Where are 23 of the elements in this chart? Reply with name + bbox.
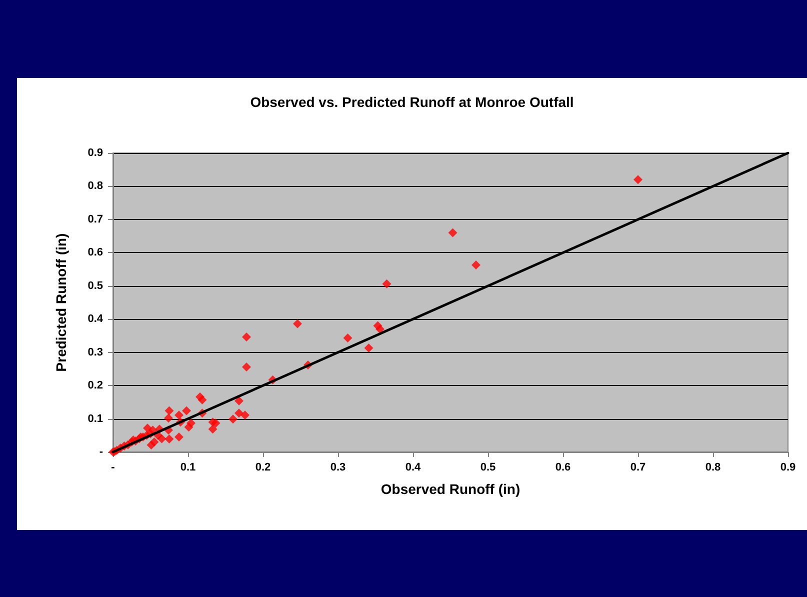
y-tick-label: 0.3: [88, 346, 103, 358]
y-tick-label: -: [99, 446, 104, 458]
y-tick-label: 0.5: [88, 280, 103, 292]
x-tick-label: 0.4: [405, 462, 422, 474]
y-tick-label: 0.7: [88, 213, 103, 226]
y-tick-label: 0.6: [88, 246, 103, 259]
x-tick-label: 0.2: [255, 462, 271, 474]
x-tick-label: 0.6: [555, 462, 571, 474]
x-tick-label: 0.5: [480, 462, 496, 474]
y-tick-label: 0.1: [88, 412, 103, 425]
x-tick-label: -: [111, 462, 116, 474]
x-axis-title: Observed Runoff (in): [380, 481, 520, 497]
chart-title: Observed vs. Predicted Runoff at Monroe Outfall: [250, 94, 574, 110]
y-tick-label: 0.2: [88, 380, 103, 392]
x-tick-label: 0.8: [705, 462, 721, 474]
x-tick-label: 0.1: [180, 462, 196, 474]
y-tick-label: 0.9: [88, 147, 103, 159]
x-tick-label: 0.7: [630, 462, 646, 474]
y-axis-title: Predicted Runoff (in): [53, 233, 69, 372]
y-tick-label: 0.4: [88, 313, 104, 326]
x-tick-label: 0.9: [780, 462, 796, 474]
x-tick-label: 0.3: [330, 462, 346, 474]
y-tick-label: 0.8: [88, 180, 103, 192]
